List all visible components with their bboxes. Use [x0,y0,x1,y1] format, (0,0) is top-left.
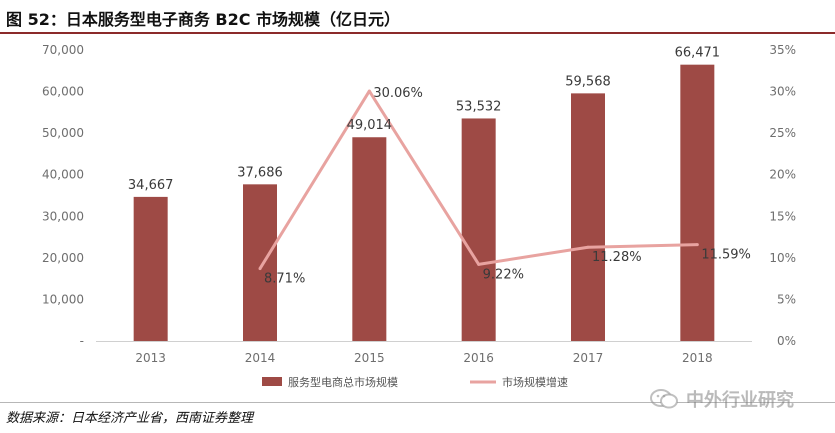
growth-point [367,89,371,93]
y-right-tick-label: 20% [769,168,796,182]
bar [352,137,387,341]
x-tick-label: 2015 [354,351,385,365]
x-tick-label: 2014 [245,351,276,365]
watermark: 中外行业研究 [650,386,794,412]
y-left-tick-label: 60,000 [42,85,84,99]
bar-value-label: 66,471 [675,46,721,61]
bar [133,196,168,341]
bar-value-label: 53,532 [456,99,502,114]
bar [461,118,496,341]
x-tick-label: 2013 [135,351,166,365]
y-left-tick-label: 30,000 [42,209,84,223]
growth-point [695,243,699,247]
growth-point [258,267,262,271]
title-bar: 图 52：日本服务型电子商务 B2C 市场规模（亿日元） [0,0,835,34]
y-right-tick-label: 35% [769,43,796,57]
bar [243,184,277,341]
y-right-tick-label: 15% [769,209,796,223]
legend-label-bar: 服务型电商总市场规模 [288,375,398,389]
chart: - 10,000 20,000 30,000 40,000 50,000 60,000 70,… [42,43,796,389]
bar [571,93,605,341]
growth-point [477,262,481,266]
growth-value-label: 11.28% [592,250,642,265]
y-right-tick-label: 25% [769,126,796,140]
x-tick-label: 2017 [573,351,604,365]
growth-value-label: 11.59% [701,248,751,263]
chart-title: 图 52：日本服务型电子商务 B2C 市场规模（亿日元） [6,10,401,29]
y-left-tick-label: 70,000 [42,43,84,57]
growth-value-label: 9.22% [483,267,524,282]
bar-value-label: 34,667 [128,178,174,193]
y-right-tick-label: 10% [769,251,796,265]
source-note: 数据来源：日本经济产业省，西南证券整理 [6,411,254,426]
bar [680,64,715,341]
y-left-tick-label: 50,000 [42,126,84,140]
watermark-text: 中外行业研究 [686,390,794,411]
y-left-tick-label: - [80,334,84,348]
bar-value-label: 49,014 [347,118,393,133]
y-left-tick-label: 10,000 [42,292,84,306]
x-tick-label: 2016 [463,351,494,365]
y-left-tick-label: 40,000 [42,168,84,182]
wechat-icon [650,389,678,409]
bar-value-label: 37,686 [237,165,283,180]
y-left-tick-label: 20,000 [42,251,84,265]
growth-value-label: 8.71% [264,272,305,287]
bar-value-label: 59,568 [565,74,611,89]
growth-point [586,245,590,249]
footer-divider [0,402,835,403]
x-tick-label: 2018 [682,351,713,365]
y-right-tick-label: 0% [777,334,796,348]
legend-swatch-bar [262,377,282,386]
y-right-tick-label: 5% [777,292,796,306]
legend-label-line: 市场规模增速 [502,375,568,389]
growth-value-label: 30.06% [373,86,423,101]
y-right-tick-label: 30% [769,85,796,99]
